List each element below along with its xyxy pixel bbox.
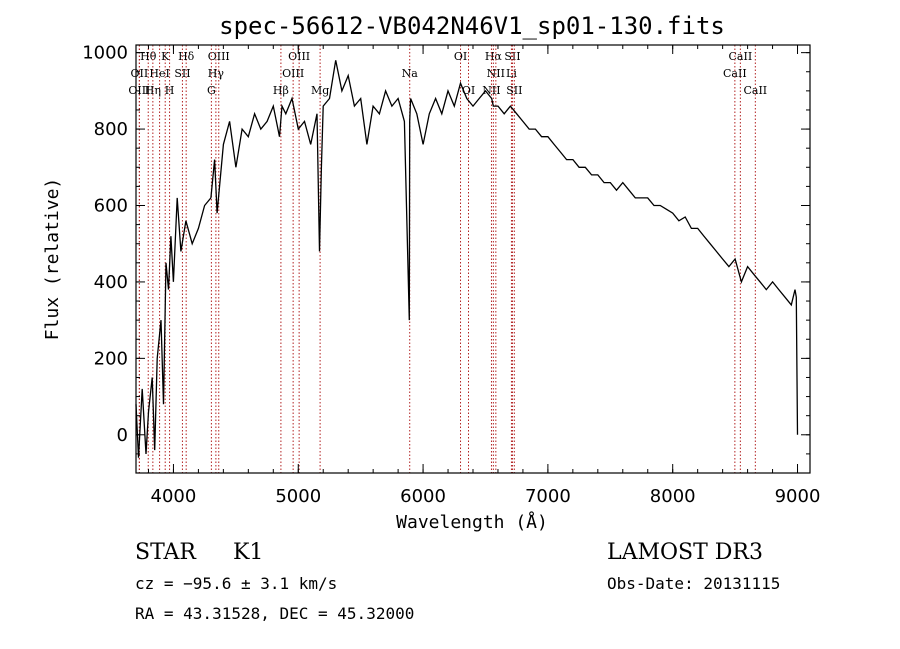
line-label: CaII — [723, 67, 747, 80]
line-label: Hη — [145, 84, 161, 97]
line-label: NII — [487, 67, 505, 80]
line-label: HeI — [149, 67, 169, 80]
spectrum-line — [135, 60, 799, 458]
x-tick-label: 8000 — [650, 486, 696, 507]
y-tick-label: 1000 — [82, 43, 128, 64]
x-tick-label: 9000 — [775, 486, 821, 507]
line-label: H — [165, 84, 175, 97]
line-label: NII — [482, 84, 500, 97]
y-tick-label: 200 — [94, 348, 128, 369]
line-label: CaII — [729, 50, 753, 63]
subclass-label: K1 — [233, 540, 264, 565]
line-label: Hβ — [273, 84, 289, 97]
line-label: OIII — [208, 50, 230, 63]
line-label: SII — [504, 50, 520, 63]
line-label: Hα — [485, 50, 503, 63]
x-axis-ticks: 4000 5000 6000 7000 8000 9000 — [147, 45, 821, 507]
survey-label: LAMOST DR3 — [607, 540, 763, 565]
line-label: Mg — [311, 84, 329, 97]
line-label: Hγ — [208, 67, 225, 80]
line-label: Li — [506, 67, 517, 80]
line-label: Na — [402, 67, 419, 80]
plot-frame — [135, 44, 811, 474]
y-axis-ticks: 0 200 400 600 800 1000 — [82, 43, 810, 474]
x-axis-label: Wavelength (Å) — [396, 511, 548, 533]
line-label: OI — [454, 50, 467, 63]
x-tick-label: 5000 — [275, 486, 321, 507]
y-axis-label: Flux (relative) — [42, 178, 63, 341]
line-label: OIII — [282, 67, 304, 80]
line-label: G — [207, 84, 216, 97]
redshift-label: cz = −95.6 ± 3.1 km/s — [135, 574, 338, 593]
line-label: Hδ — [178, 50, 195, 63]
coordinates-label: RA = 43.31528, DEC = 45.32000 — [135, 604, 415, 623]
x-tick-label: 6000 — [400, 486, 446, 507]
y-tick-label: 800 — [94, 119, 128, 140]
line-label: OIII — [288, 50, 310, 63]
line-label: SII — [506, 84, 522, 97]
line-label: K — [161, 50, 170, 63]
line-label: SII — [174, 67, 190, 80]
chart-title: spec-56612-VB042N46V1_sp01-130.fits — [219, 12, 725, 40]
object-class: STAR K1 — [135, 540, 263, 565]
x-tick-label: 7000 — [525, 486, 571, 507]
class-label: STAR — [135, 540, 196, 565]
line-label: CaII — [743, 84, 767, 97]
x-tick-label: 4000 — [151, 486, 197, 507]
obs-date-label: Obs-Date: 20131115 — [607, 574, 781, 593]
y-tick-label: 0 — [117, 425, 128, 446]
y-tick-label: 400 — [94, 272, 128, 293]
y-tick-label: 600 — [94, 196, 128, 217]
line-label: Hθ — [140, 50, 157, 63]
